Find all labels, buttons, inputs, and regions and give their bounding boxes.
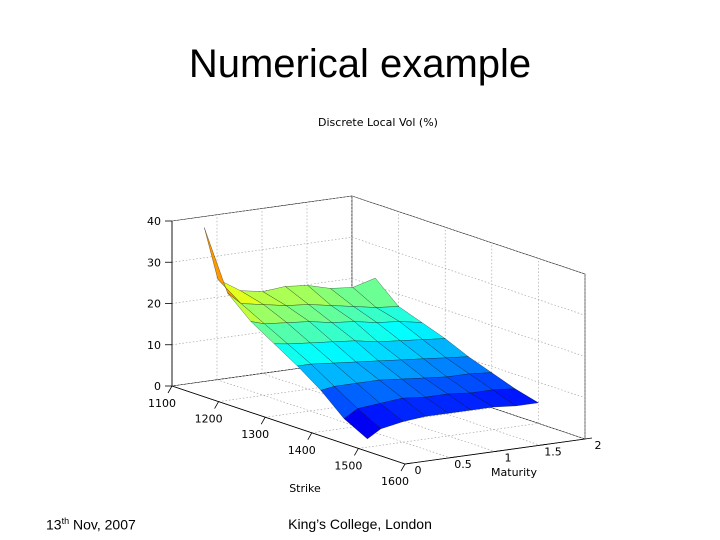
gridline-z — [171, 278, 353, 304]
maturity-tick-mark — [449, 456, 458, 459]
strike-tick-label: 1100 — [148, 397, 176, 410]
strike-tick-mark — [307, 432, 313, 440]
maturity-tick-label: 0 — [415, 464, 422, 477]
strike-tick-mark — [400, 463, 406, 472]
gridline-z — [351, 195, 586, 275]
chart-axes — [165, 220, 593, 472]
strike-axis-label: Strike — [289, 482, 321, 495]
maturity-tick-mark — [494, 450, 503, 452]
maturity-tick-mark — [404, 462, 413, 465]
gridline-strike — [311, 407, 492, 434]
strike-tick-label: 1600 — [381, 475, 409, 488]
surface-patches — [204, 227, 540, 440]
surface-patch — [343, 408, 382, 440]
gridline-z — [351, 278, 586, 357]
gridline-z — [171, 195, 353, 222]
maturity-tick-label: 0.5 — [454, 458, 472, 471]
footer-organization: King’s College, London — [288, 516, 432, 532]
gridline-strike — [358, 423, 539, 449]
footer-date: 13th Nov, 2007 — [46, 516, 136, 533]
chart-title: Discrete Local Vol (%) — [318, 116, 438, 129]
strike-tick-mark — [260, 417, 266, 425]
strike-tick-label: 1300 — [241, 428, 269, 441]
gridline-maturity — [216, 379, 451, 459]
maturity-tick-label: 1.5 — [544, 445, 562, 458]
strike-tick-label: 1200 — [195, 413, 223, 426]
maturity-tick-label: 1 — [505, 452, 512, 465]
maturity-tick-mark — [584, 437, 593, 440]
maturity-axis-label: Maturity — [491, 466, 537, 479]
z-tick-label: 0 — [154, 380, 161, 393]
gridline-z — [171, 236, 353, 263]
strike-tick-mark — [214, 401, 219, 409]
strike-tick-label: 1400 — [288, 444, 316, 457]
strike-axis-line — [171, 385, 406, 465]
strike-tick-label: 1500 — [334, 459, 362, 472]
z-tick-label: 10 — [147, 339, 161, 352]
z-tick-label: 20 — [147, 298, 161, 311]
strike-tick-mark — [354, 448, 359, 456]
chart-labels: 0 10 20 30 40 1100 1200 1300 1400 1500 1600 0 0.5 1 1.… — [147, 116, 602, 495]
z-tick-label: 40 — [147, 215, 161, 228]
strike-tick-mark — [167, 385, 173, 394]
maturity-tick-label: 2 — [595, 439, 602, 452]
z-tick-label: 30 — [147, 256, 161, 269]
slide-title: Numerical example — [188, 42, 532, 86]
maturity-tick-mark — [539, 443, 548, 446]
gridline-z — [351, 236, 586, 316]
